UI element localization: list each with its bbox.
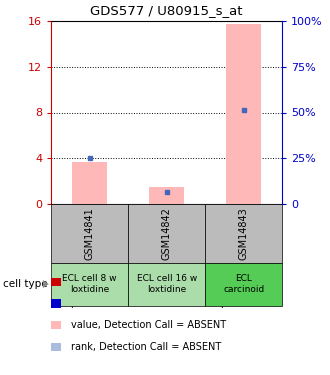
Text: percentile rank within the sample: percentile rank within the sample: [71, 298, 236, 308]
Bar: [226, 24, 261, 204]
Bar: [149, 187, 184, 204]
Text: ECL cell 16 w
loxtidine: ECL cell 16 w loxtidine: [137, 274, 197, 294]
Bar: [72, 162, 107, 204]
Text: GSM14843: GSM14843: [239, 207, 248, 260]
Text: cell type: cell type: [3, 279, 48, 289]
Text: ECL cell 8 w
loxtidine: ECL cell 8 w loxtidine: [62, 274, 117, 294]
Text: GSM14842: GSM14842: [162, 207, 172, 260]
Text: value, Detection Call = ABSENT: value, Detection Call = ABSENT: [71, 320, 226, 330]
Text: count: count: [71, 277, 99, 286]
Text: rank, Detection Call = ABSENT: rank, Detection Call = ABSENT: [71, 342, 221, 352]
Text: ECL
carcinoid: ECL carcinoid: [223, 274, 264, 294]
Title: GDS577 / U80915_s_at: GDS577 / U80915_s_at: [90, 4, 243, 16]
Text: GSM14841: GSM14841: [85, 207, 95, 260]
